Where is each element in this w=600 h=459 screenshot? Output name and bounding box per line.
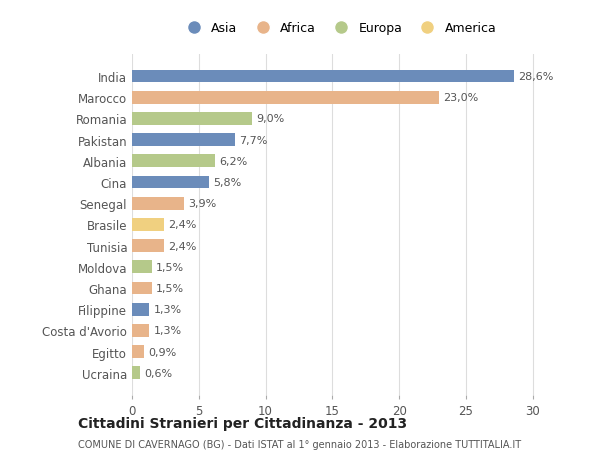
Bar xyxy=(132,176,209,189)
Bar xyxy=(132,71,514,83)
Text: 3,9%: 3,9% xyxy=(188,199,217,209)
Text: 28,6%: 28,6% xyxy=(518,72,553,82)
Bar xyxy=(132,240,164,252)
Bar xyxy=(132,325,149,337)
Bar xyxy=(132,261,152,274)
Text: 1,3%: 1,3% xyxy=(154,326,181,336)
Bar xyxy=(132,282,152,295)
Text: 0,6%: 0,6% xyxy=(144,368,172,378)
Bar xyxy=(132,92,439,104)
Text: 9,0%: 9,0% xyxy=(256,114,284,124)
Text: COMUNE DI CAVERNAGO (BG) - Dati ISTAT al 1° gennaio 2013 - Elaborazione TUTTITAL: COMUNE DI CAVERNAGO (BG) - Dati ISTAT al… xyxy=(78,440,521,449)
Bar xyxy=(132,218,164,231)
Text: 23,0%: 23,0% xyxy=(443,93,478,103)
Text: 5,8%: 5,8% xyxy=(214,178,242,188)
Text: 6,2%: 6,2% xyxy=(219,157,247,167)
Text: 1,3%: 1,3% xyxy=(154,304,181,314)
Text: Cittadini Stranieri per Cittadinanza - 2013: Cittadini Stranieri per Cittadinanza - 2… xyxy=(78,416,407,430)
Bar xyxy=(132,303,149,316)
Bar xyxy=(132,113,252,125)
Text: 7,7%: 7,7% xyxy=(239,135,267,146)
Text: 0,9%: 0,9% xyxy=(148,347,176,357)
Bar xyxy=(132,367,140,379)
Text: 1,5%: 1,5% xyxy=(156,262,184,272)
Legend: Asia, Africa, Europa, America: Asia, Africa, Europa, America xyxy=(176,17,502,40)
Text: 1,5%: 1,5% xyxy=(156,283,184,293)
Text: 2,4%: 2,4% xyxy=(168,220,196,230)
Bar xyxy=(132,155,215,168)
Bar xyxy=(132,346,144,358)
Bar xyxy=(132,197,184,210)
Bar xyxy=(132,134,235,147)
Text: 2,4%: 2,4% xyxy=(168,241,196,251)
